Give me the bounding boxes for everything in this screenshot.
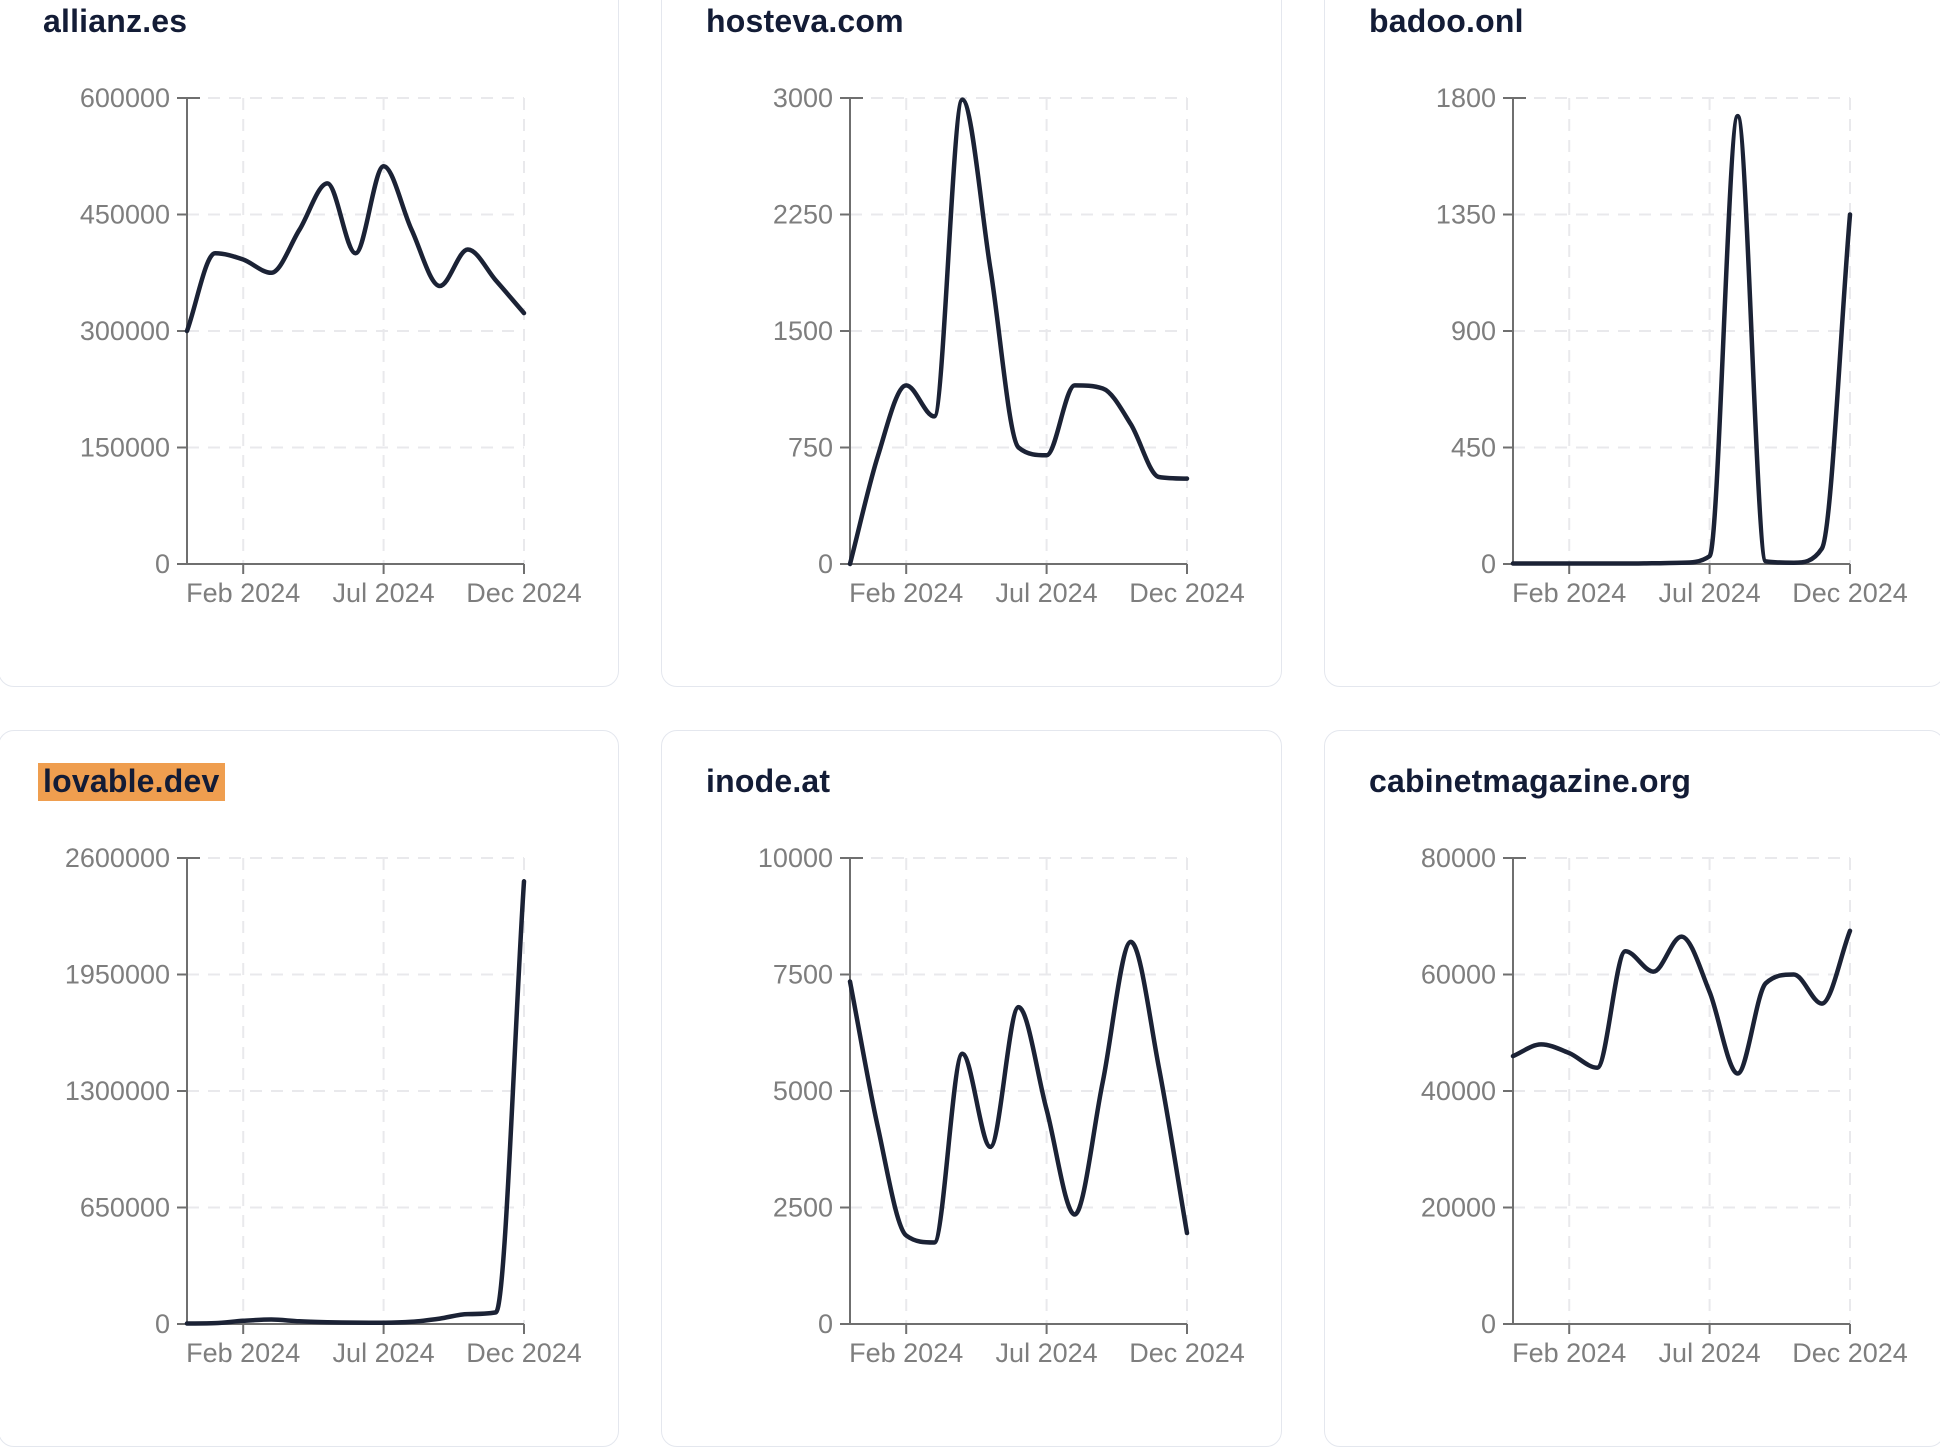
y-tick-label: 0 (1481, 549, 1496, 579)
line-chart: 0 450 900 1350 1800 Feb 2024 Jul 2024 Dec 2024 (1436, 83, 1908, 608)
chart-title-text: inode.at (706, 763, 831, 799)
y-tick-label: 60000 (1421, 960, 1496, 990)
y-tick-label: 750 (788, 433, 833, 463)
y-tick-label: 300000 (80, 316, 170, 346)
series-line (184, 164, 527, 334)
x-tick-label: Dec 2024 (1792, 578, 1908, 608)
x-tick-label: Feb 2024 (849, 578, 963, 608)
chart-title-text: hosteva.com (706, 3, 904, 39)
y-tick-label: 1350 (1436, 200, 1496, 230)
y-tick-label: 40000 (1421, 1076, 1496, 1106)
chart-title-text: badoo.onl (1369, 3, 1524, 39)
chart-title-text: cabinetmagazine.org (1369, 763, 1692, 799)
x-tick-label: Jul 2024 (333, 578, 435, 608)
y-tick-label: 1800 (1436, 83, 1496, 113)
x-tick-label: Jul 2024 (996, 578, 1098, 608)
y-tick-label: 650000 (80, 1193, 170, 1223)
y-tick-label: 1300000 (65, 1076, 170, 1106)
y-tick-label: 10000 (758, 843, 833, 873)
y-tick-label: 1500 (773, 316, 833, 346)
series-line (184, 879, 527, 1326)
y-tick-label: 0 (818, 549, 833, 579)
x-tick-label: Jul 2024 (1659, 1338, 1761, 1368)
y-tick-label: 1950000 (65, 960, 170, 990)
x-tick-label: Jul 2024 (333, 1338, 435, 1368)
y-tick-label: 0 (1481, 1309, 1496, 1339)
x-tick-label: Dec 2024 (1129, 1338, 1245, 1368)
chart-title: lovable.dev (38, 763, 225, 801)
chart-title-text: allianz.es (43, 3, 188, 39)
chart-title: badoo.onl (1369, 5, 1524, 37)
line-chart: 0 650000 1300000 1950000 2600000 Feb 2024 Jul … (65, 843, 582, 1368)
x-tick-label: Jul 2024 (996, 1338, 1098, 1368)
y-tick-label: 0 (155, 1309, 170, 1339)
y-tick-label: 600000 (80, 83, 170, 113)
series-line (1510, 928, 1853, 1076)
y-tick-label: 20000 (1421, 1193, 1496, 1223)
y-tick-label: 900 (1451, 316, 1496, 346)
y-tick-label: 3000 (773, 83, 833, 113)
chart-title: hosteva.com (706, 5, 904, 37)
x-tick-label: Feb 2024 (1512, 578, 1626, 608)
x-tick-label: Feb 2024 (849, 1338, 963, 1368)
y-tick-label: 5000 (773, 1076, 833, 1106)
y-tick-label: 450 (1451, 433, 1496, 463)
chart-title-text: lovable.dev (38, 763, 225, 801)
line-chart: 0 20000 40000 60000 80000 Feb 2024 Jul 2024 Dec… (1421, 843, 1908, 1368)
chart-title: inode.at (706, 765, 830, 797)
domain-chart-card: badoo.onl 0 450 900 1350 1800 Feb 2024 Jul 202… (1324, 0, 1940, 687)
domain-chart-card: lovable.dev 0 650000 1300000 1950000 2600000… (0, 730, 619, 1447)
chart-title: allianz.es (43, 5, 187, 37)
series-line (1510, 113, 1853, 566)
x-tick-label: Dec 2024 (1129, 578, 1245, 608)
domain-chart-card: allianz.es 0 150000 300000 450000 600000 Feb … (0, 0, 619, 687)
series-line (847, 97, 1190, 567)
x-tick-label: Feb 2024 (1512, 1338, 1626, 1368)
x-tick-label: Dec 2024 (466, 1338, 582, 1368)
series-line (847, 939, 1190, 1245)
y-tick-label: 7500 (773, 960, 833, 990)
x-tick-label: Jul 2024 (1659, 578, 1761, 608)
y-tick-label: 2600000 (65, 843, 170, 873)
x-tick-label: Feb 2024 (186, 578, 300, 608)
x-tick-label: Feb 2024 (186, 1338, 300, 1368)
line-chart: 0 150000 300000 450000 600000 Feb 2024 Jul 202… (80, 83, 582, 608)
x-tick-label: Dec 2024 (466, 578, 582, 608)
y-tick-label: 0 (818, 1309, 833, 1339)
y-tick-label: 0 (155, 549, 170, 579)
y-tick-label: 2500 (773, 1193, 833, 1223)
line-chart: 0 750 1500 2250 3000 Feb 2024 Jul 2024 Dec 2024 (773, 83, 1245, 608)
line-chart: 0 2500 5000 7500 10000 Feb 2024 Jul 2024 Dec 20… (758, 843, 1245, 1368)
domain-chart-card: cabinetmagazine.org 0 20000 40000 60000 8000… (1324, 730, 1940, 1447)
domain-chart-card: inode.at 0 2500 5000 7500 10000 Feb 2024 Jul 2… (661, 730, 1282, 1447)
x-tick-label: Dec 2024 (1792, 1338, 1908, 1368)
y-tick-label: 2250 (773, 200, 833, 230)
y-tick-label: 150000 (80, 433, 170, 463)
chart-title: cabinetmagazine.org (1369, 765, 1691, 797)
y-tick-label: 80000 (1421, 843, 1496, 873)
y-tick-label: 450000 (80, 200, 170, 230)
domain-chart-card: hosteva.com 0 750 1500 2250 3000 Feb 2024 Jul … (661, 0, 1282, 687)
